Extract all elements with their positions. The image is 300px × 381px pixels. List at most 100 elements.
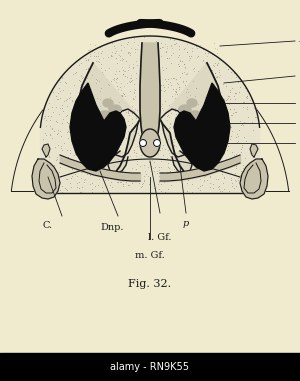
Point <box>202 174 207 180</box>
Point <box>200 130 205 136</box>
Point <box>169 147 174 153</box>
Point <box>137 87 142 93</box>
Point <box>112 142 117 148</box>
Point <box>160 101 164 107</box>
Point <box>91 87 96 93</box>
Point <box>180 78 185 85</box>
Point <box>59 158 64 165</box>
Point <box>148 132 153 138</box>
Point <box>208 79 213 85</box>
Polygon shape <box>32 159 60 199</box>
Point <box>196 68 200 74</box>
Point <box>144 138 149 144</box>
Point <box>73 136 78 142</box>
Point <box>175 133 179 139</box>
Point <box>152 69 157 75</box>
Point <box>124 74 129 80</box>
Text: Fig. 32.: Fig. 32. <box>128 279 172 289</box>
Point <box>148 163 153 169</box>
Point <box>85 171 90 177</box>
Point <box>217 123 222 129</box>
Point <box>168 182 173 189</box>
Point <box>177 63 182 69</box>
Point <box>118 87 123 93</box>
Circle shape <box>92 149 100 157</box>
Point <box>194 85 198 91</box>
Point <box>61 116 65 122</box>
Point <box>126 122 131 128</box>
Point <box>113 137 118 143</box>
Point <box>226 94 231 101</box>
Point <box>157 173 161 179</box>
Point <box>126 50 131 56</box>
Point <box>140 128 145 134</box>
Point <box>116 141 121 147</box>
Point <box>118 179 123 185</box>
Point <box>202 123 206 129</box>
Point <box>98 109 103 115</box>
Point <box>114 114 119 120</box>
Point <box>202 114 206 120</box>
Point <box>234 134 239 140</box>
Point <box>130 64 135 70</box>
Point <box>160 117 165 123</box>
Point <box>119 141 124 147</box>
Point <box>239 146 244 152</box>
Point <box>92 130 97 136</box>
Point <box>78 112 83 118</box>
Point <box>147 54 152 60</box>
Point <box>129 126 134 132</box>
Point <box>200 58 205 64</box>
Point <box>226 164 230 170</box>
Point <box>196 123 200 129</box>
Point <box>212 122 217 128</box>
Point <box>193 93 197 99</box>
Point <box>210 67 215 73</box>
Point <box>81 85 85 91</box>
Point <box>176 81 181 87</box>
Point <box>112 70 117 77</box>
Point <box>110 99 115 105</box>
Polygon shape <box>187 99 197 107</box>
Point <box>191 83 196 89</box>
Point <box>101 54 106 61</box>
Point <box>73 70 77 76</box>
Point <box>214 73 219 79</box>
Point <box>221 81 226 87</box>
Point <box>218 188 223 194</box>
Point <box>102 178 107 184</box>
Point <box>135 118 140 124</box>
Point <box>164 139 168 145</box>
Point <box>235 139 239 145</box>
Point <box>101 76 106 82</box>
Point <box>221 180 226 186</box>
Point <box>165 43 170 49</box>
Point <box>217 156 222 162</box>
Point <box>109 143 113 149</box>
Point <box>73 113 78 119</box>
Point <box>110 184 115 190</box>
Point <box>73 69 78 75</box>
Point <box>79 60 83 66</box>
Point <box>182 135 187 141</box>
Point <box>151 99 156 105</box>
Point <box>90 159 94 165</box>
Point <box>157 64 162 70</box>
Point <box>91 104 96 110</box>
Point <box>202 88 206 94</box>
Point <box>118 173 122 179</box>
Point <box>132 39 136 45</box>
Point <box>120 92 124 98</box>
Point <box>124 147 129 154</box>
Point <box>66 135 70 141</box>
Point <box>203 94 208 100</box>
Point <box>230 85 234 91</box>
Point <box>145 107 150 113</box>
Point <box>78 138 83 144</box>
Point <box>172 128 177 134</box>
Point <box>216 74 221 80</box>
Point <box>195 101 200 107</box>
Point <box>166 169 171 175</box>
Point <box>212 40 216 46</box>
Point <box>98 70 103 76</box>
